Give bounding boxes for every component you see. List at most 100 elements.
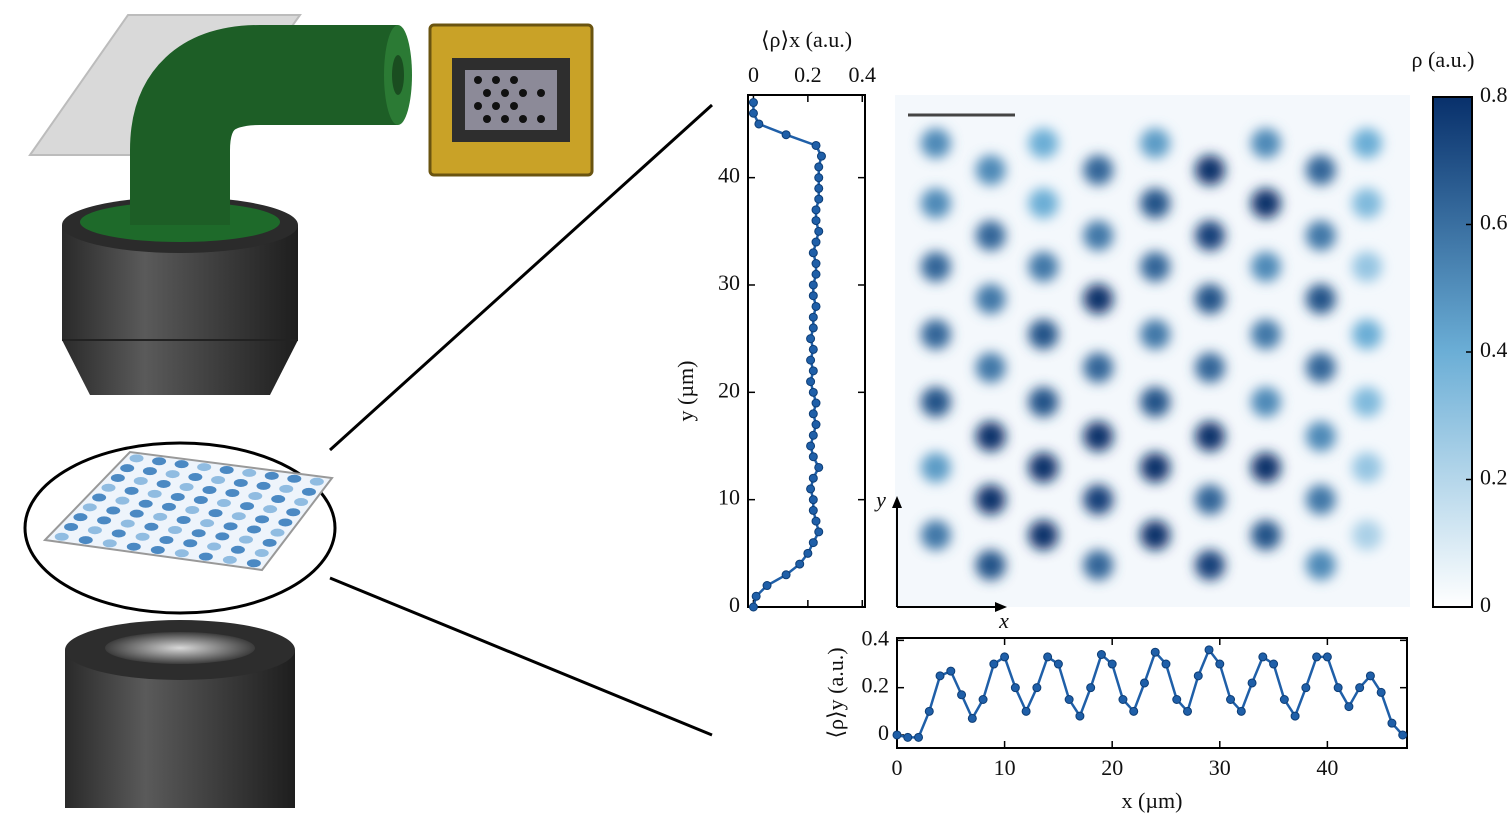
chip-dot	[519, 89, 527, 97]
y-tick-label: 0.4	[862, 625, 890, 650]
profile-point	[936, 672, 944, 680]
lattice-dot	[112, 529, 126, 537]
profile-point	[1194, 672, 1202, 680]
density-spot	[1028, 188, 1058, 218]
x-tick-label: 0.2	[794, 62, 822, 87]
density-spot	[1028, 319, 1058, 349]
density-spot	[1251, 252, 1281, 282]
profile-point	[809, 431, 817, 439]
density-spot	[1028, 520, 1058, 550]
profile-point	[809, 345, 817, 353]
density-spot	[1140, 387, 1170, 417]
lattice-dot	[199, 553, 213, 561]
density-spot	[1251, 387, 1281, 417]
profile-point	[807, 378, 815, 386]
density-spot	[1306, 550, 1336, 580]
y-tick-label: 0	[878, 720, 889, 745]
lattice-dot	[224, 522, 238, 530]
lattice-dot	[121, 520, 135, 528]
lattice-dot	[215, 532, 229, 540]
density-spot	[1083, 421, 1113, 451]
lattice-dot	[302, 488, 316, 496]
profile-point	[812, 270, 820, 278]
lattice-dot	[106, 507, 120, 515]
y-tick-label: 0	[729, 592, 740, 617]
chip-dot	[483, 115, 491, 123]
profile-point	[904, 733, 912, 741]
tube-hole	[392, 55, 404, 95]
density-spot	[1140, 188, 1170, 218]
profile-point	[812, 517, 820, 525]
lattice-dot	[240, 502, 254, 510]
lattice-dot	[139, 500, 153, 508]
profile-point	[925, 707, 933, 715]
profile-point	[1205, 646, 1213, 654]
density-spot	[976, 221, 1006, 251]
lattice-dot	[278, 518, 292, 526]
profile-point	[1291, 712, 1299, 720]
page: 00.20.4010203040⟨ρ⟩x (a.u.)y (µm)xy00.20…	[0, 0, 1507, 823]
density-spot	[1083, 284, 1113, 314]
y-axis-label: ⟨ρ⟩y (a.u.)	[823, 647, 848, 738]
profile-point	[1022, 707, 1030, 715]
profile-point	[809, 474, 817, 482]
profile-point	[809, 324, 817, 332]
figure: 00.20.4010203040⟨ρ⟩x (a.u.)y (µm)xy00.20…	[0, 0, 1507, 823]
lattice-dot	[171, 493, 185, 501]
lattice-dot	[234, 479, 248, 487]
lattice-dot	[310, 478, 324, 486]
lattice-dot	[232, 512, 246, 520]
lattice-dot	[183, 539, 197, 547]
lattice-dot	[175, 549, 189, 557]
density-spot	[1083, 550, 1113, 580]
lattice-dot	[255, 549, 269, 557]
profile-point	[1248, 679, 1256, 687]
profile-point	[1130, 707, 1138, 715]
profile-point	[782, 131, 790, 139]
colorbar-tick-label: 0.8	[1480, 82, 1507, 107]
lattice-dot	[185, 506, 199, 514]
profile-point	[1345, 703, 1353, 711]
density-spot	[921, 252, 951, 282]
y-tick-label: 0.2	[862, 673, 890, 698]
lattice-dot	[263, 505, 277, 513]
colorbar-tick-label: 0	[1480, 592, 1491, 617]
lattice-dot	[209, 509, 223, 517]
profile-point	[809, 410, 817, 418]
lattice-dot	[103, 539, 117, 547]
profile-point	[812, 141, 820, 149]
lattice-dot	[257, 482, 271, 490]
profile-point	[1227, 696, 1235, 704]
lattice-dot	[197, 463, 211, 471]
density-spot	[976, 421, 1006, 451]
profile-point	[979, 696, 987, 704]
profile-line	[753, 103, 821, 607]
profile-point	[1173, 696, 1181, 704]
density-spot	[921, 188, 951, 218]
density-spot	[1352, 252, 1382, 282]
colorbar-tick-label: 0.6	[1480, 210, 1507, 235]
axis-arrow-label: y	[874, 487, 886, 512]
lattice-dot	[73, 513, 87, 521]
density-spot	[921, 128, 951, 158]
x-tick-label: 10	[994, 755, 1016, 780]
profile-point	[1399, 731, 1407, 739]
lattice-dot	[220, 466, 234, 474]
density-spot	[1352, 188, 1382, 218]
profile-point	[1334, 684, 1342, 692]
profile-point	[752, 592, 760, 600]
lattice-dot	[225, 489, 239, 497]
density-spot	[1028, 128, 1058, 158]
density-spot	[1251, 452, 1281, 482]
profile-point	[812, 206, 820, 214]
density-spot	[1083, 353, 1113, 383]
profile-point	[755, 120, 763, 128]
density-spot	[1352, 387, 1382, 417]
profile-point	[812, 260, 820, 268]
density-spot	[921, 452, 951, 482]
profile-point	[796, 560, 804, 568]
colorbar-tick-label: 0.2	[1480, 465, 1507, 490]
plot-frame	[748, 95, 865, 607]
lens	[105, 632, 255, 664]
density-spot	[1195, 485, 1225, 515]
